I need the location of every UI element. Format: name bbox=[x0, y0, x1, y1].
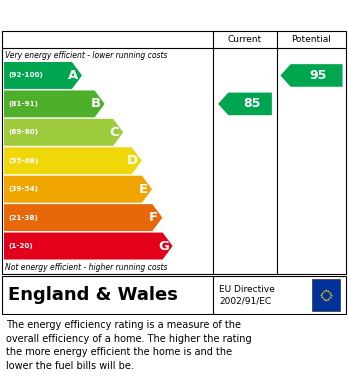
Text: Not energy efficient - higher running costs: Not energy efficient - higher running co… bbox=[5, 264, 167, 273]
Text: D: D bbox=[127, 154, 138, 167]
Text: The energy efficiency rating is a measure of the
overall efficiency of a home. T: The energy efficiency rating is a measur… bbox=[6, 320, 252, 371]
Text: (81-91): (81-91) bbox=[8, 101, 38, 107]
Text: 95: 95 bbox=[309, 69, 327, 82]
Polygon shape bbox=[4, 62, 82, 89]
Text: EU Directive
2002/91/EC: EU Directive 2002/91/EC bbox=[219, 285, 275, 305]
Polygon shape bbox=[4, 176, 152, 203]
Text: B: B bbox=[90, 97, 101, 110]
Polygon shape bbox=[4, 119, 123, 146]
Polygon shape bbox=[4, 147, 142, 174]
Text: (55-68): (55-68) bbox=[8, 158, 38, 164]
Bar bbox=[312, 279, 340, 311]
Polygon shape bbox=[4, 204, 162, 231]
Text: Current: Current bbox=[228, 34, 262, 43]
Text: 85: 85 bbox=[243, 97, 260, 110]
Text: A: A bbox=[68, 69, 78, 82]
Polygon shape bbox=[4, 233, 173, 260]
Text: G: G bbox=[158, 240, 169, 253]
Text: England & Wales: England & Wales bbox=[8, 286, 178, 304]
Text: (92-100): (92-100) bbox=[8, 72, 43, 79]
Text: (39-54): (39-54) bbox=[8, 186, 38, 192]
Text: (21-38): (21-38) bbox=[8, 215, 38, 221]
Text: (69-80): (69-80) bbox=[8, 129, 38, 135]
Polygon shape bbox=[4, 90, 105, 117]
Text: Energy Efficiency Rating: Energy Efficiency Rating bbox=[10, 7, 232, 23]
Polygon shape bbox=[218, 93, 272, 115]
Text: (1-20): (1-20) bbox=[8, 243, 33, 249]
Text: F: F bbox=[149, 211, 158, 224]
Text: C: C bbox=[109, 126, 119, 139]
Polygon shape bbox=[280, 64, 342, 87]
Text: E: E bbox=[139, 183, 148, 196]
Text: Potential: Potential bbox=[292, 34, 331, 43]
Text: Very energy efficient - lower running costs: Very energy efficient - lower running co… bbox=[5, 50, 167, 59]
